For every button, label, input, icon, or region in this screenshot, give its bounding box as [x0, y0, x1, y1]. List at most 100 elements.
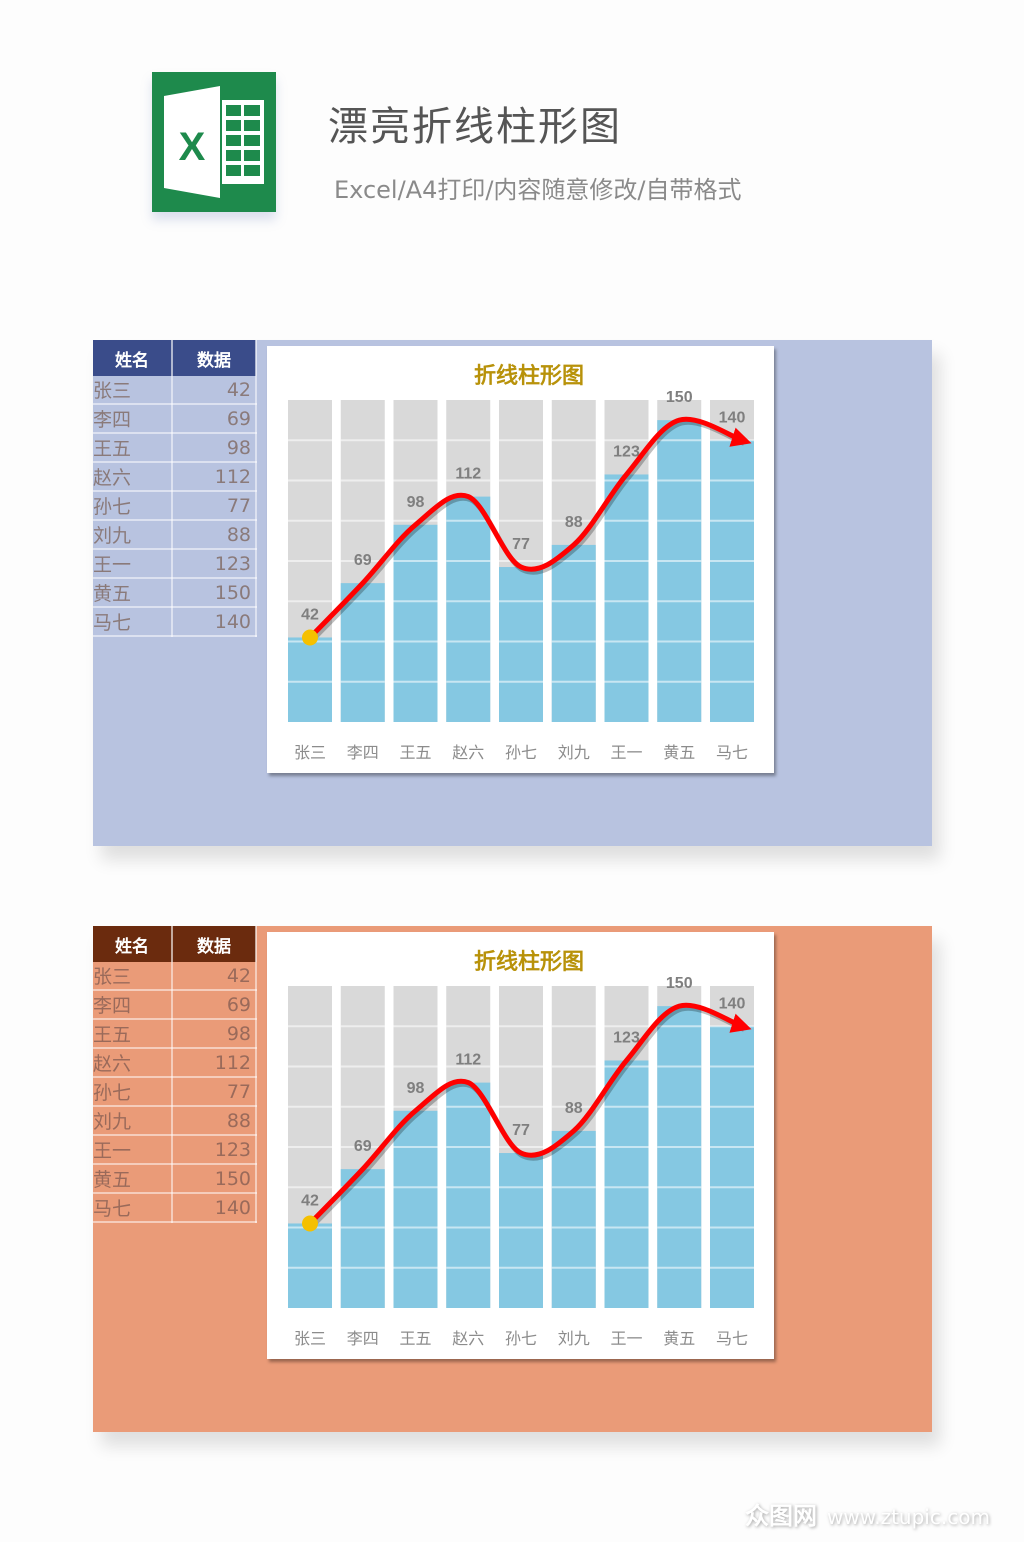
name-cell[interactable]: 李四 — [93, 404, 173, 434]
column-header[interactable]: 姓名 — [93, 340, 173, 376]
bar-group[interactable]: 140 马七 — [710, 400, 754, 762]
value-cell[interactable]: 123 — [172, 1135, 257, 1165]
bar-group[interactable]: 140 马七 — [710, 986, 754, 1348]
bar-value — [551, 544, 596, 722]
bar-group[interactable]: 88 刘九 — [551, 986, 596, 1348]
category-label: 孙七 — [505, 1329, 537, 1348]
category-label: 王一 — [610, 743, 642, 762]
value-cell[interactable]: 42 — [172, 962, 257, 991]
table-row: 黄五 150 — [93, 1164, 257, 1194]
name-cell[interactable]: 孙七 — [93, 491, 173, 521]
name-cell[interactable]: 王一 — [93, 549, 173, 579]
table-row: 王五 98 — [93, 433, 257, 463]
data-label: 42 — [301, 606, 319, 623]
column-header[interactable]: 姓名 — [93, 926, 173, 962]
data-label: 42 — [301, 1192, 319, 1209]
data-label: 88 — [565, 514, 583, 531]
table-row: 黄五 150 — [93, 578, 257, 608]
bar-group[interactable]: 98 王五 — [393, 986, 438, 1348]
bar-value — [288, 1223, 332, 1308]
value-cell[interactable]: 140 — [172, 607, 257, 637]
bar-value — [499, 1153, 543, 1308]
chart-card[interactable]: 折线柱形图 42 张三 69 李四 98 王五 112 赵六 77 孙七 88 刘九 123 王一 150 黄五… — [267, 932, 774, 1359]
data-label: 150 — [666, 975, 693, 992]
excel-logo-icon: X — [152, 72, 276, 212]
name-cell[interactable]: 马七 — [93, 1193, 173, 1223]
name-cell[interactable]: 王五 — [93, 1019, 173, 1049]
name-cell[interactable]: 张三 — [93, 962, 173, 991]
value-cell[interactable]: 150 — [172, 1164, 257, 1194]
bar-value — [710, 440, 754, 722]
category-label: 王一 — [610, 1329, 642, 1348]
value-cell[interactable]: 98 — [172, 433, 257, 463]
bar-value — [551, 1130, 596, 1308]
value-cell[interactable]: 77 — [172, 1077, 257, 1107]
value-cell[interactable]: 88 — [172, 1106, 257, 1136]
value-cell[interactable]: 77 — [172, 491, 257, 521]
value-cell[interactable]: 112 — [172, 462, 257, 492]
bar-group[interactable]: 42 张三 — [288, 986, 332, 1348]
table-row: 张三 42 — [93, 376, 257, 405]
bar-group[interactable]: 112 赵六 — [446, 986, 491, 1348]
name-cell[interactable]: 王五 — [93, 433, 173, 463]
value-cell[interactable]: 98 — [172, 1019, 257, 1049]
name-cell[interactable]: 刘九 — [93, 1106, 173, 1136]
chart-card[interactable]: 折线柱形图 42 张三 69 李四 98 王五 112 赵六 77 孙七 88 刘九 123 王一 150 黄五… — [267, 346, 774, 773]
data-label: 112 — [455, 466, 481, 483]
bar-group[interactable]: 69 李四 — [340, 986, 385, 1348]
bar-value — [657, 1006, 702, 1308]
table-header-row: 姓名 数据 — [93, 926, 257, 962]
category-label: 马七 — [716, 1329, 748, 1348]
bar-value — [657, 420, 702, 722]
bar-value — [340, 1169, 385, 1308]
data-label: 69 — [354, 1138, 372, 1155]
bar-value — [288, 637, 332, 722]
name-cell[interactable]: 刘九 — [93, 520, 173, 550]
name-cell[interactable]: 马七 — [93, 607, 173, 637]
value-cell[interactable]: 123 — [172, 549, 257, 579]
table-row: 刘九 88 — [93, 1106, 257, 1136]
data-label: 150 — [666, 389, 693, 406]
value-cell[interactable]: 140 — [172, 1193, 257, 1223]
table-row: 孙七 77 — [93, 491, 257, 521]
bar-group[interactable]: 150 黄五 — [657, 975, 702, 1348]
value-cell[interactable]: 88 — [172, 520, 257, 550]
bar-group[interactable]: 98 王五 — [393, 400, 438, 762]
bar-group[interactable]: 88 刘九 — [551, 400, 596, 762]
name-cell[interactable]: 黄五 — [93, 1164, 173, 1194]
value-cell[interactable]: 69 — [172, 990, 257, 1020]
value-cell[interactable]: 150 — [172, 578, 257, 608]
value-cell[interactable]: 112 — [172, 1048, 257, 1078]
data-label: 123 — [613, 1029, 640, 1046]
bar-group[interactable]: 77 孙七 — [499, 986, 543, 1348]
value-cell[interactable]: 69 — [172, 404, 257, 434]
bar-group[interactable]: 123 王一 — [604, 986, 649, 1348]
name-cell[interactable]: 王一 — [93, 1135, 173, 1165]
category-label: 马七 — [716, 743, 748, 762]
start-marker-icon — [302, 629, 318, 646]
category-label: 刘九 — [558, 1329, 590, 1348]
category-label: 刘九 — [558, 743, 590, 762]
bar-group[interactable]: 42 张三 — [288, 400, 332, 762]
name-cell[interactable]: 孙七 — [93, 1077, 173, 1107]
bar-group[interactable]: 150 黄五 — [657, 389, 702, 762]
bar-value — [446, 496, 491, 722]
category-label: 王五 — [399, 743, 431, 762]
value-cell[interactable]: 42 — [172, 376, 257, 405]
name-cell[interactable]: 黄五 — [93, 578, 173, 608]
name-cell[interactable]: 赵六 — [93, 1048, 173, 1078]
data-label: 98 — [407, 494, 425, 511]
name-cell[interactable]: 李四 — [93, 990, 173, 1020]
bar-group[interactable]: 77 孙七 — [499, 400, 543, 762]
bar-value — [446, 1082, 491, 1308]
name-cell[interactable]: 张三 — [93, 376, 173, 405]
bar-group[interactable]: 112 赵六 — [446, 400, 491, 762]
column-header[interactable]: 数据 — [172, 340, 257, 376]
data-table: 姓名 数据 张三 42 李四 69 王五 98 赵六 112 孙七 77 刘九 88 王一 123 黄五 150 马… — [93, 926, 257, 1223]
data-label: 98 — [407, 1080, 425, 1097]
name-cell[interactable]: 赵六 — [93, 462, 173, 492]
category-label: 黄五 — [663, 743, 695, 762]
table-row: 张三 42 — [93, 962, 257, 991]
bar-value — [393, 1110, 438, 1308]
column-header[interactable]: 数据 — [172, 926, 257, 962]
